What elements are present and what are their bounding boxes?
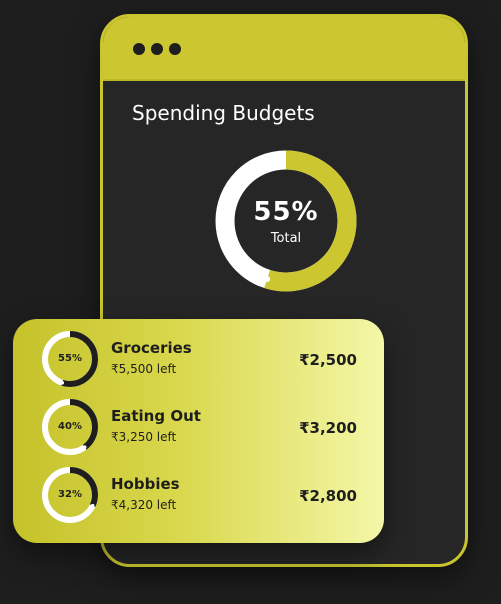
- total-percent: 55%: [253, 197, 319, 227]
- category-percent: 32%: [58, 489, 82, 500]
- groceries-progress-ring: [42, 331, 98, 387]
- window-dot-2[interactable]: [151, 43, 163, 55]
- ring-progress: [42, 331, 98, 387]
- category-remaining: ₹3,250 left: [111, 430, 177, 444]
- category-amount: ₹2,800: [299, 487, 357, 505]
- category-remaining: ₹4,320 left: [111, 498, 177, 512]
- category-row-hobbies[interactable]: 32% Hobbies ₹4,320 left ₹2,800: [13, 465, 384, 529]
- category-name: Eating Out: [111, 407, 201, 425]
- category-budget-card: 55% Groceries ₹5,500 left ₹2,500 40% Eat…: [13, 319, 384, 543]
- category-remaining: ₹5,500 left: [111, 362, 177, 376]
- total-label: Total: [270, 231, 302, 246]
- category-amount: ₹3,200: [299, 419, 357, 437]
- category-row-groceries[interactable]: 55% Groceries ₹5,500 left ₹2,500: [13, 329, 384, 393]
- category-percent: 40%: [58, 421, 82, 432]
- category-name: Groceries: [111, 339, 192, 357]
- window-dot-3[interactable]: [169, 43, 181, 55]
- page-title: Spending Budgets: [132, 101, 315, 125]
- category-name: Hobbies: [111, 475, 180, 493]
- window-controls: [133, 43, 181, 55]
- category-percent: 55%: [58, 353, 82, 364]
- category-row-eating-out[interactable]: 40% Eating Out ₹3,250 left ₹3,200: [13, 397, 384, 461]
- hobbies-progress-ring: [42, 467, 98, 523]
- category-amount: ₹2,500: [299, 351, 357, 369]
- eating-out-progress-ring: [42, 399, 98, 455]
- total-donut-knob: [264, 276, 271, 283]
- ring-progress: [42, 399, 98, 455]
- ring-knob: [60, 380, 65, 385]
- ring-knob: [90, 503, 95, 508]
- window-dot-1[interactable]: [133, 43, 145, 55]
- ring-knob: [82, 445, 87, 450]
- window-title-bar: [103, 17, 465, 81]
- total-donut-chart: [215, 150, 357, 292]
- total-donut-progress: [215, 150, 357, 292]
- total-progress-donut: 55% Total: [214, 149, 358, 293]
- ring-progress: [42, 467, 98, 523]
